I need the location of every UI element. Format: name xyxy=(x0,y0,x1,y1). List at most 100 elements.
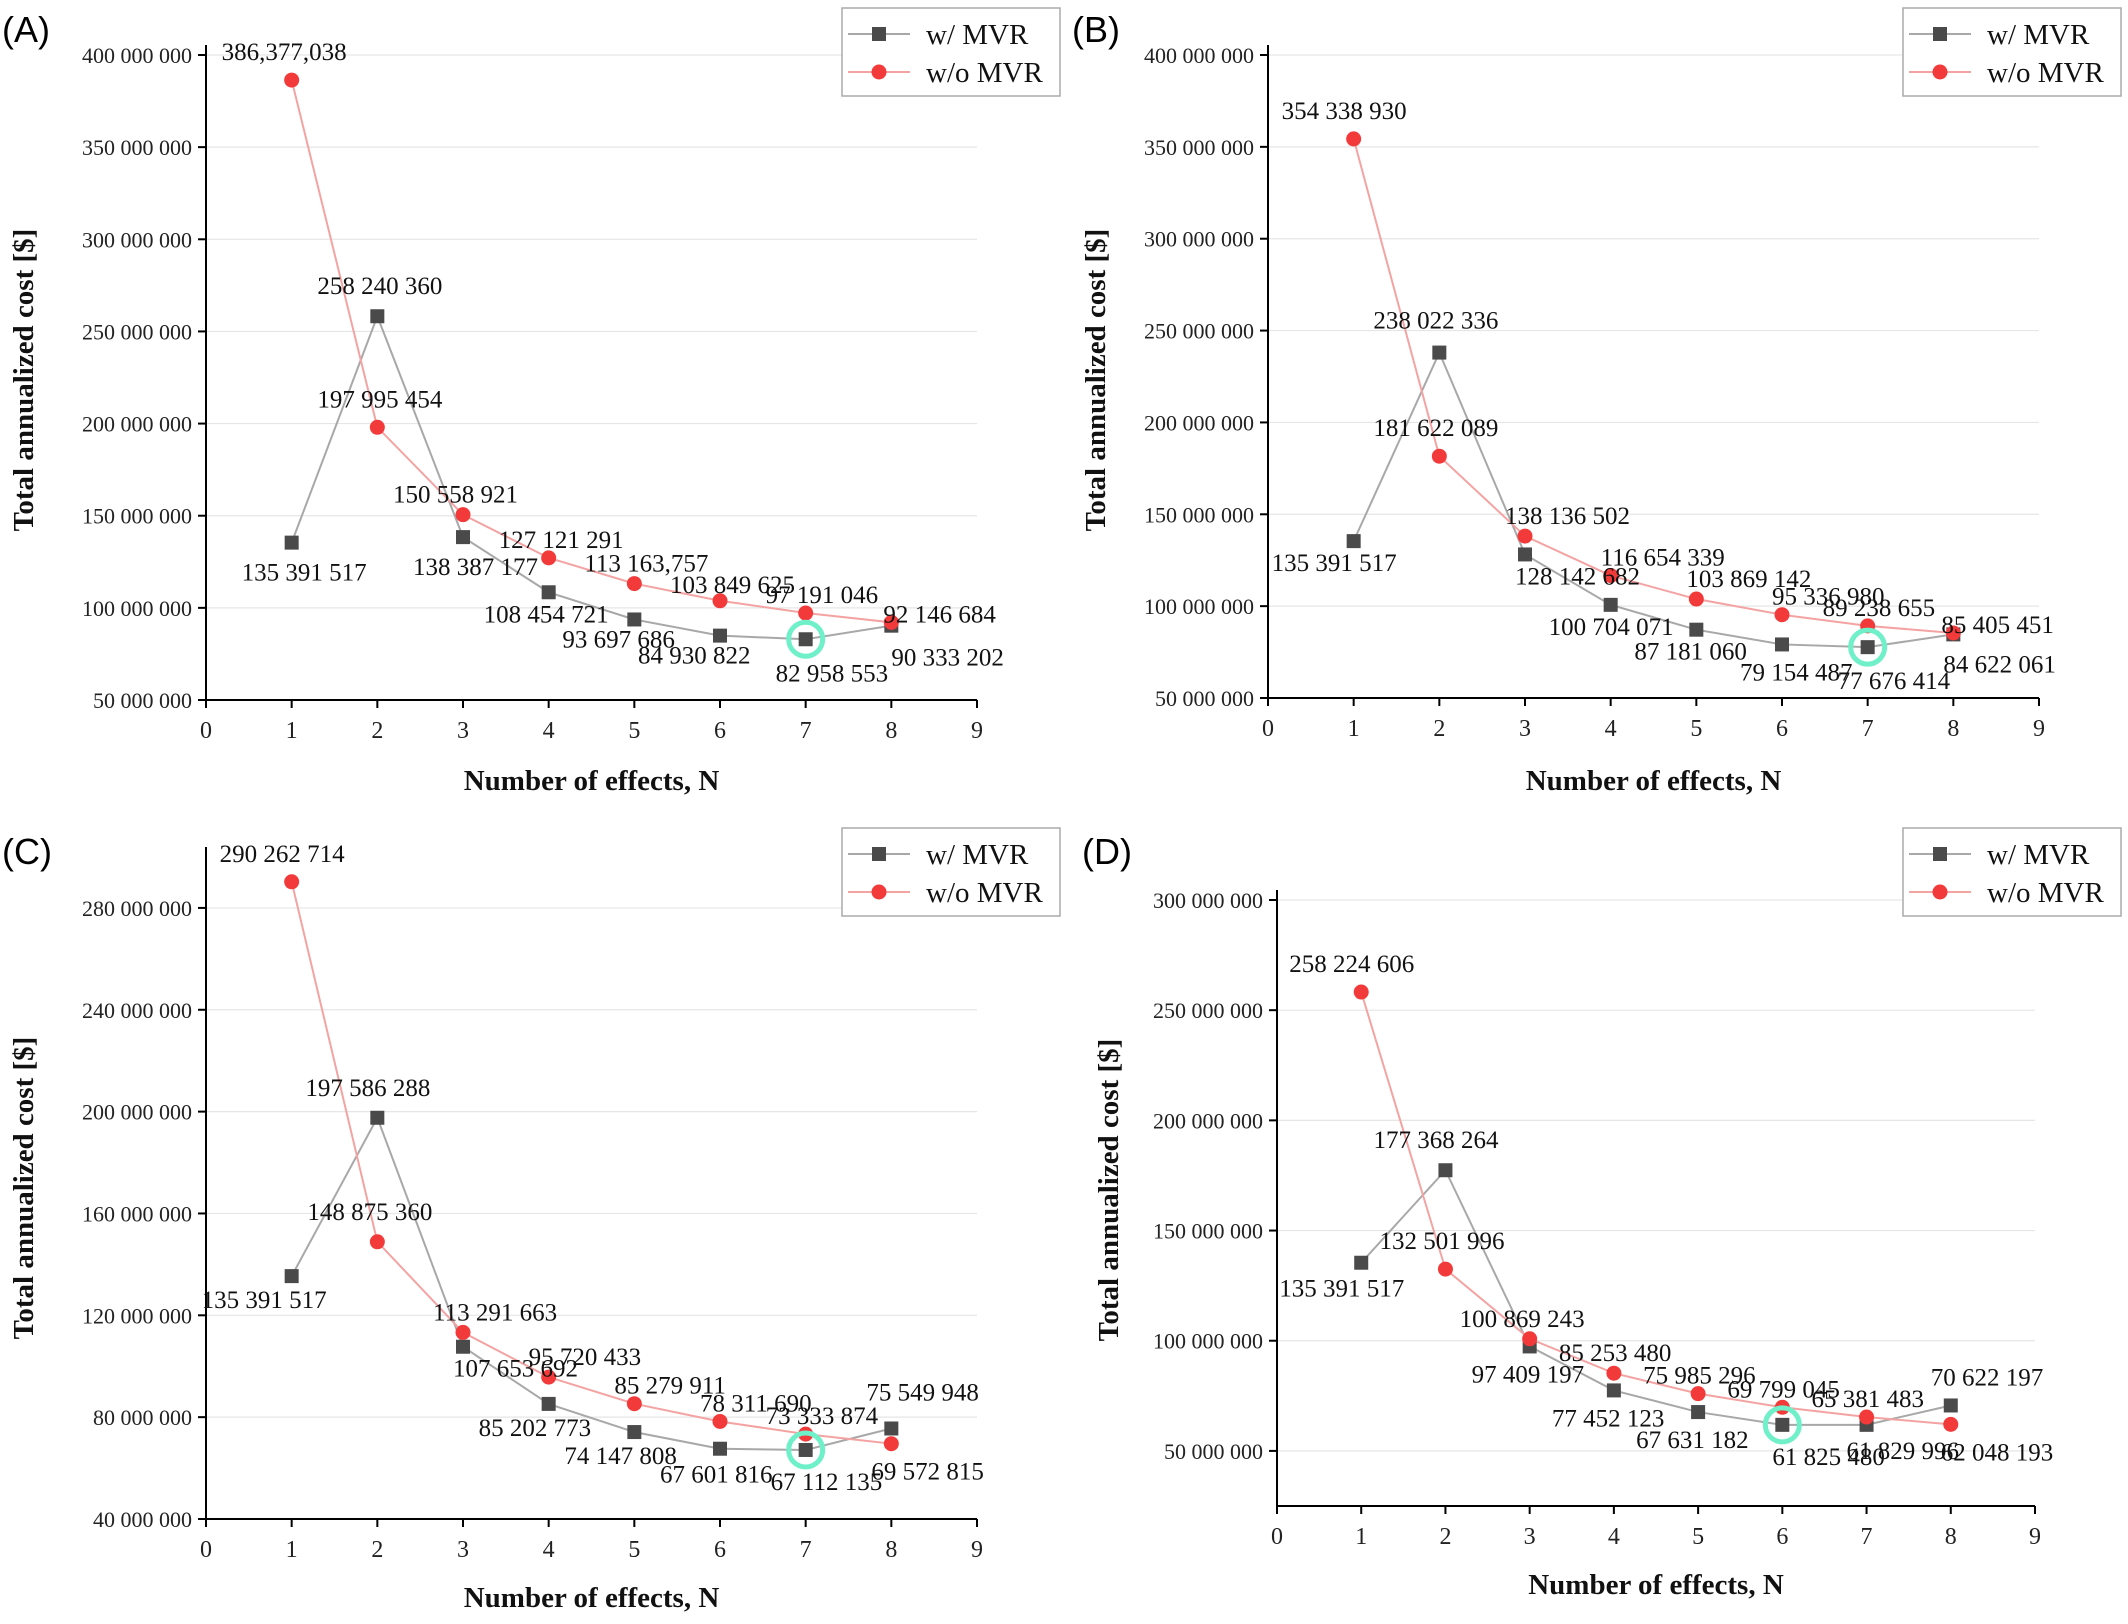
y-tick-label: 400 000 000 xyxy=(1144,43,1254,68)
x-tick-label: 4 xyxy=(543,1537,555,1563)
legend: w/ MVR w/o MVR xyxy=(841,7,1061,97)
legend-label-w-mvr: w/ MVR xyxy=(926,839,1029,871)
optimum-highlight-circle xyxy=(786,1430,826,1470)
x-tick-label: 0 xyxy=(200,1537,212,1563)
y-tick-label: 50 000 000 xyxy=(1164,1439,1263,1464)
y-tick-label: 160 000 000 xyxy=(82,1201,192,1226)
x-tick-label: 6 xyxy=(714,1537,726,1563)
data-label-wo-mvr: 97 191 046 xyxy=(766,582,879,609)
y-tick-label: 150 000 000 xyxy=(1144,502,1254,527)
x-axis-title: Number of effects, N xyxy=(464,1582,720,1614)
point-w-mvr xyxy=(541,1396,556,1411)
point-wo-mvr xyxy=(1346,131,1362,147)
point-w-mvr xyxy=(1860,640,1875,655)
legend: w/ MVR w/o MVR xyxy=(1902,7,2122,97)
point-wo-mvr xyxy=(1859,1409,1875,1425)
data-label-w-mvr: 79 154 487 xyxy=(1740,659,1853,686)
x-tick-label: 6 xyxy=(714,718,726,744)
x-tick-label: 4 xyxy=(1605,716,1617,742)
data-label-wo-mvr: 113 163,757 xyxy=(584,551,708,578)
x-tick-label: 7 xyxy=(1861,1524,1873,1550)
x-tick-label: 5 xyxy=(1692,1524,1704,1550)
x-tick-label: 7 xyxy=(1862,716,1874,742)
data-label-wo-mvr: 386,377,038 xyxy=(222,39,347,66)
point-w-mvr xyxy=(456,530,470,545)
x-tick-label: 8 xyxy=(885,1537,897,1563)
data-label-wo-mvr: 85 405 451 xyxy=(1941,612,2054,639)
data-label-w-mvr: 100 704 071 xyxy=(1549,614,1674,641)
x-tick-label: 3 xyxy=(457,718,469,744)
y-tick-label: 120 000 000 xyxy=(82,1303,192,1328)
point-wo-mvr xyxy=(798,605,814,621)
point-wo-mvr xyxy=(626,576,642,592)
data-label-wo-mvr: 103 849 625 xyxy=(670,572,795,599)
data-label-wo-mvr: 354 338 930 xyxy=(1282,98,1407,125)
x-tick-label: 0 xyxy=(200,718,212,744)
panel-2: (C) 40 000 000 80 000 000 120 000 000 160 00… xyxy=(2,827,1061,1614)
panel-letter: (B) xyxy=(1072,9,1120,50)
legend-label-wo-mvr: w/o MVR xyxy=(926,57,1043,89)
x-tick-label: 2 xyxy=(371,718,383,744)
point-w-mvr xyxy=(1346,534,1361,549)
axes xyxy=(205,847,977,1520)
point-wo-mvr xyxy=(883,1436,899,1452)
data-label-wo-mvr: 85 279 911 xyxy=(614,1373,726,1400)
data-label-wo-mvr: 85 253 480 xyxy=(1559,1340,1672,1367)
data-label-wo-mvr: 95 720 433 xyxy=(529,1344,642,1371)
y-tick-label: 80 000 000 xyxy=(93,1405,192,1430)
legend-label-w-mvr: w/ MVR xyxy=(926,19,1029,51)
legend-label-wo-mvr: w/o MVR xyxy=(1987,57,2104,89)
point-w-mvr xyxy=(798,1442,813,1457)
point-w-mvr xyxy=(370,1110,385,1125)
point-w-mvr xyxy=(284,1269,299,1284)
x-tick-label: 9 xyxy=(971,718,983,744)
point-wo-mvr xyxy=(883,614,899,630)
point-wo-mvr xyxy=(455,1324,471,1340)
legend: w/ MVR w/o MVR xyxy=(841,827,1061,917)
x-tick-label: 9 xyxy=(2029,1524,2041,1550)
point-w-mvr xyxy=(1689,622,1704,637)
data-label-wo-mvr: 116 654 339 xyxy=(1601,545,1725,572)
panel-letter: (A) xyxy=(2,9,50,50)
x-tick-label: 2 xyxy=(371,1537,383,1563)
point-wo-mvr xyxy=(712,1413,728,1429)
data-label-wo-mvr: 75 985 296 xyxy=(1643,1363,1756,1390)
point-w-mvr xyxy=(1691,1405,1706,1420)
x-tick-label: 0 xyxy=(1271,1524,1283,1550)
x-tick-label: 7 xyxy=(800,718,812,744)
point-w-mvr xyxy=(1943,1398,1958,1413)
series-line-wo-mvr xyxy=(290,881,892,1445)
data-label-wo-mvr: 89 238 655 xyxy=(1823,595,1936,622)
data-label-w-mvr: 90 333 202 xyxy=(891,645,1004,672)
legend-marker-wo-mvr xyxy=(871,64,887,80)
x-tick-label: 5 xyxy=(1690,716,1702,742)
y-axis-title: Total annualized cost [$] xyxy=(8,229,40,532)
data-label-wo-mvr: 69 799 045 xyxy=(1727,1376,1840,1403)
legend-box xyxy=(1902,827,2122,917)
data-label-w-mvr: 82 958 553 xyxy=(776,660,889,687)
point-wo-mvr xyxy=(626,1396,642,1412)
x-tick-label: 8 xyxy=(1945,1524,1957,1550)
series-line-w-mvr xyxy=(290,313,892,641)
point-wo-mvr xyxy=(1943,1416,1959,1432)
data-label-w-mvr: 177 368 264 xyxy=(1373,1127,1499,1154)
legend-marker-w-mvr xyxy=(872,27,886,41)
x-tick-label: 1 xyxy=(286,718,298,744)
x-tick-label: 3 xyxy=(1519,716,1531,742)
x-tick-label: 2 xyxy=(1433,716,1445,742)
y-axis-title: Total annualized cost [$] xyxy=(1080,229,1112,532)
panel-1: (B) 50 000 000 100 000 000 150 000 000 200 0… xyxy=(1072,7,2122,797)
legend-marker-w-mvr xyxy=(1933,27,1947,41)
point-w-mvr xyxy=(284,535,299,550)
data-label-w-mvr: 197 586 288 xyxy=(305,1075,430,1102)
point-wo-mvr xyxy=(541,550,557,566)
data-label-w-mvr: 258 240 360 xyxy=(317,273,442,300)
point-w-mvr xyxy=(1775,1417,1790,1432)
data-label-wo-mvr: 73 333 874 xyxy=(766,1403,879,1430)
y-tick-label: 300 000 000 xyxy=(1153,888,1263,913)
panel-0: (A) 50 000 000 100 000 000 150 000 000 200 0… xyxy=(2,7,1061,797)
point-w-mvr xyxy=(541,585,556,600)
axes xyxy=(1276,890,2035,1507)
series-line-w-mvr xyxy=(290,1115,892,1451)
data-label-w-mvr: 67 601 816 xyxy=(660,1462,773,1489)
